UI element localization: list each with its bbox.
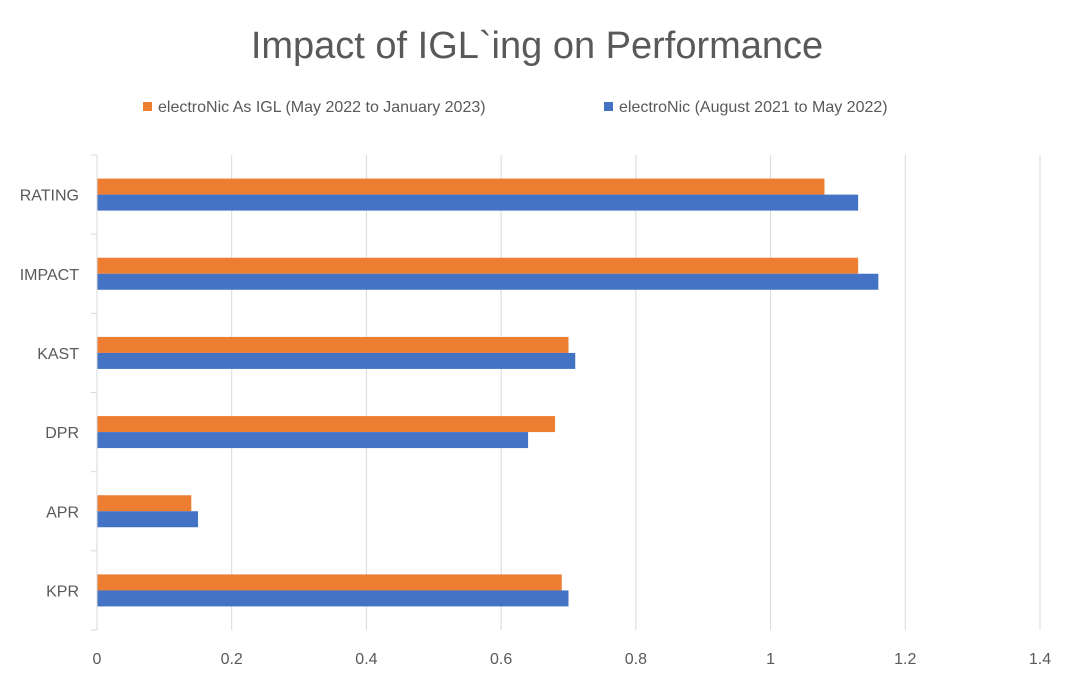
bar-rating-series-2 bbox=[97, 194, 859, 211]
y-tick-label: IMPACT bbox=[20, 267, 79, 284]
y-tick-label: RATING bbox=[20, 188, 79, 205]
bar-rating-series-1 bbox=[97, 178, 825, 195]
y-tick-label: KAST bbox=[37, 346, 79, 363]
bar-kpr-series-2 bbox=[97, 590, 569, 607]
x-tick-label: 1 bbox=[766, 651, 775, 668]
x-tick-label: 0.6 bbox=[490, 651, 512, 668]
y-tick-label: KPR bbox=[46, 583, 79, 600]
y-tick-label: DPR bbox=[45, 425, 79, 442]
x-tick-label: 1.2 bbox=[894, 651, 916, 668]
bar-dpr-series-1 bbox=[97, 416, 556, 433]
x-tick-label: 0.2 bbox=[221, 651, 243, 668]
x-tick-label: 0.8 bbox=[625, 651, 647, 668]
bars bbox=[97, 178, 879, 607]
bar-kpr-series-1 bbox=[97, 574, 562, 591]
legend: electroNic As IGL (May 2022 to January 2… bbox=[143, 99, 888, 116]
bar-kast-series-2 bbox=[97, 352, 576, 369]
legend-label: electroNic (August 2021 to May 2022) bbox=[619, 99, 888, 116]
legend-swatch bbox=[604, 102, 613, 111]
bar-apr-series-1 bbox=[97, 495, 192, 512]
legend-label: electroNic As IGL (May 2022 to January 2… bbox=[158, 99, 486, 116]
bar-dpr-series-2 bbox=[97, 432, 529, 449]
legend-swatch bbox=[143, 102, 152, 111]
bar-impact-series-2 bbox=[97, 273, 879, 290]
y-axis: RATING IMPACT KAST DPR APR KPR bbox=[20, 154, 98, 631]
x-tick-label: 0.4 bbox=[355, 651, 377, 668]
bar-apr-series-2 bbox=[97, 511, 199, 528]
x-tick-label: 1.4 bbox=[1029, 651, 1051, 668]
gridlines bbox=[96, 155, 1041, 630]
bar-kast-series-1 bbox=[97, 336, 569, 353]
x-axis: 0 0.2 0.4 0.6 0.8 1 1.2 1.4 bbox=[93, 651, 1052, 668]
x-tick-label: 0 bbox=[93, 651, 102, 668]
y-tick-label: APR bbox=[46, 504, 79, 521]
chart-title: Impact of IGL`ing on Performance bbox=[251, 25, 823, 67]
bar-impact-series-1 bbox=[97, 257, 859, 274]
